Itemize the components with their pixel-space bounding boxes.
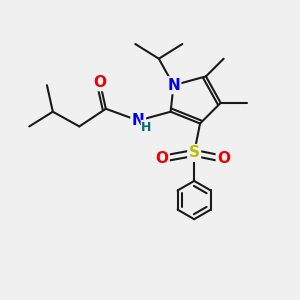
Text: N: N (132, 113, 145, 128)
Text: N: N (167, 78, 180, 93)
Text: O: O (217, 151, 230, 166)
Text: O: O (93, 75, 106, 90)
Text: H: H (141, 121, 152, 134)
Text: O: O (155, 151, 168, 166)
Text: S: S (189, 146, 200, 160)
